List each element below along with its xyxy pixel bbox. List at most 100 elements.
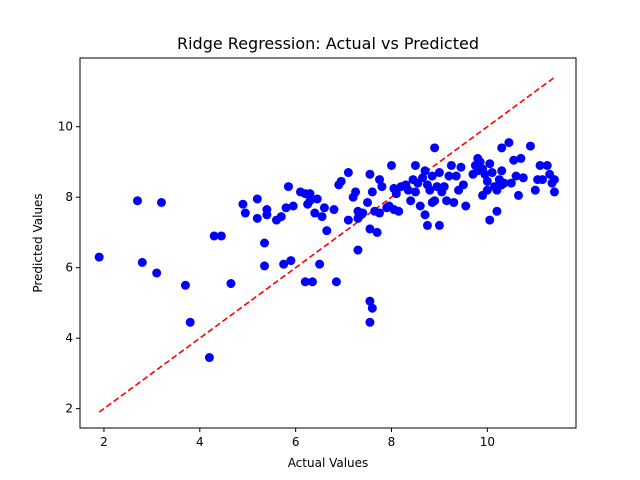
data-point <box>444 171 454 181</box>
reference-line-layer <box>98 76 555 413</box>
data-point <box>180 280 190 290</box>
data-points-layer <box>94 138 559 363</box>
data-point <box>482 176 492 186</box>
data-point <box>133 196 143 206</box>
x-tick-label: 6 <box>292 435 300 449</box>
y-axis-ticks: 2 4 6 8 10 <box>58 120 80 416</box>
data-point <box>260 238 270 248</box>
data-point <box>156 197 166 207</box>
data-point <box>240 208 250 218</box>
data-point <box>281 203 291 213</box>
data-point <box>530 185 540 195</box>
data-point <box>410 187 420 197</box>
data-point <box>336 176 346 186</box>
data-point <box>358 208 368 218</box>
data-point <box>420 210 430 220</box>
data-point <box>365 296 375 306</box>
data-point <box>375 175 385 185</box>
data-point <box>406 196 416 206</box>
data-point <box>434 168 444 178</box>
x-tick-label: 2 <box>100 435 108 449</box>
data-point <box>418 173 428 183</box>
data-point <box>343 215 353 225</box>
data-point <box>319 203 329 213</box>
x-tick-label: 4 <box>196 435 204 449</box>
data-point <box>537 175 547 185</box>
data-point <box>367 303 377 313</box>
data-point <box>365 224 375 234</box>
data-point <box>322 226 332 236</box>
data-point <box>363 197 373 207</box>
data-point <box>499 178 509 188</box>
data-point <box>310 208 320 218</box>
data-point <box>420 166 430 176</box>
data-point <box>317 212 327 222</box>
y-axis-label: Predicted Values <box>31 193 45 292</box>
data-point <box>506 178 516 188</box>
data-point <box>442 196 452 206</box>
data-point <box>446 160 456 170</box>
data-point <box>305 189 315 199</box>
data-point <box>487 168 497 178</box>
data-point <box>315 259 325 269</box>
y-tick-label: 6 <box>65 261 73 275</box>
data-point <box>475 157 485 167</box>
data-point <box>94 252 104 262</box>
x-tick-label: 8 <box>388 435 396 449</box>
y-tick-label: 2 <box>65 402 73 416</box>
data-point <box>391 189 401 199</box>
data-point <box>204 353 214 363</box>
data-point <box>307 277 317 287</box>
data-point <box>329 205 339 215</box>
data-point <box>497 166 507 176</box>
data-point <box>482 185 492 195</box>
data-point <box>252 213 262 223</box>
data-point <box>549 175 559 185</box>
data-point <box>461 201 471 211</box>
y-tick-label: 8 <box>65 190 73 204</box>
data-point <box>504 138 514 148</box>
data-point <box>430 196 440 206</box>
plot-frame <box>79 57 577 429</box>
data-point <box>286 256 296 266</box>
data-point <box>386 160 396 170</box>
data-point <box>434 220 444 230</box>
data-point <box>353 245 363 255</box>
data-point <box>422 220 432 230</box>
data-point <box>372 227 382 237</box>
data-point <box>509 155 519 165</box>
data-point <box>394 206 404 216</box>
data-point <box>485 215 495 225</box>
x-axis-ticks: 2 4 6 8 10 <box>100 428 495 449</box>
data-point <box>492 206 502 216</box>
data-point <box>185 317 195 327</box>
data-point <box>513 190 523 200</box>
data-point <box>542 160 552 170</box>
data-point <box>377 182 387 192</box>
data-point <box>365 169 375 179</box>
data-point <box>343 168 353 178</box>
data-point <box>410 160 420 170</box>
y-tick-label: 4 <box>65 331 73 345</box>
data-point <box>152 268 162 278</box>
data-point <box>262 205 272 215</box>
data-point <box>430 143 440 153</box>
data-point <box>439 182 449 192</box>
x-tick-label: 10 <box>480 435 495 449</box>
data-point <box>216 231 226 241</box>
data-point <box>456 162 466 172</box>
data-point <box>415 201 425 211</box>
x-axis-label: Actual Values <box>288 456 369 470</box>
data-point <box>226 279 236 289</box>
data-point <box>288 201 298 211</box>
data-point <box>367 187 377 197</box>
data-point <box>458 180 468 190</box>
data-point <box>425 185 435 195</box>
data-point <box>427 171 437 181</box>
data-point <box>549 187 559 197</box>
data-point <box>276 212 286 222</box>
data-point <box>137 257 147 267</box>
data-point <box>283 182 293 192</box>
reference-line <box>98 76 555 413</box>
